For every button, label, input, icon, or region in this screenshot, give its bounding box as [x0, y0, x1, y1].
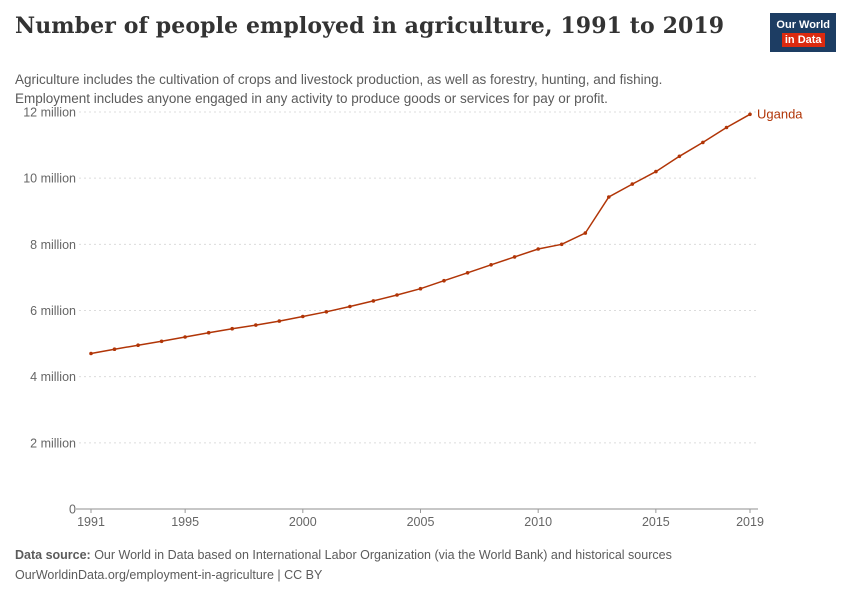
data-point: [159, 339, 164, 344]
line-chart: 0 2 million 4 million 6 million 8 million 10 …: [23, 106, 803, 530]
data-point: [395, 293, 399, 297]
data-source-line: Data source: Our World in Data based on …: [15, 545, 672, 565]
x-axis-tick-label: 2010: [524, 515, 552, 529]
chart-subtitle: Agriculture includes the cultivation of …: [15, 70, 662, 108]
logo-line2: in Data: [781, 33, 825, 47]
data-point: [442, 278, 446, 283]
y-axis-tick-label: 10 million: [23, 172, 76, 186]
x-axis-tick-label: 2000: [289, 515, 317, 529]
data-point: [701, 140, 705, 145]
x-axis-tick-label: 2005: [407, 515, 435, 529]
data-point: [112, 347, 117, 351]
subtitle-line2: Employment includes anyone engaged in an…: [15, 91, 608, 106]
chart-url-link[interactable]: OurWorldinData.org/employment-in-agricul…: [15, 568, 274, 582]
data-point: [489, 263, 493, 267]
data-point: [536, 247, 540, 251]
subtitle-line1: Agriculture includes the cultivation of …: [15, 72, 663, 87]
x-axis-tick-label: 1991: [77, 515, 105, 529]
series-label-uganda: Uganda: [757, 106, 803, 121]
data-source-text: Our World in Data based on International…: [90, 548, 672, 562]
data-point: [324, 310, 329, 314]
data-point: [183, 335, 187, 339]
series-line-uganda: [90, 113, 751, 355]
data-point: [630, 182, 635, 186]
data-point: [512, 255, 517, 259]
data-point: [418, 286, 423, 291]
data-point: [607, 195, 611, 199]
license-link[interactable]: CC BY: [284, 568, 323, 582]
data-point: [654, 169, 658, 174]
y-axis-tick-label: 6 million: [30, 304, 76, 318]
data-point: [301, 314, 305, 319]
footer-separator: |: [273, 568, 285, 582]
logo-line1: Our World: [776, 19, 830, 31]
y-axis-tick-label: 8 million: [30, 238, 76, 252]
data-point: [136, 343, 140, 347]
data-point: [677, 154, 682, 159]
y-axis-tick-label: 2 million: [30, 436, 76, 450]
data-point: [277, 319, 282, 323]
page-title: Number of people employed in agriculture…: [15, 13, 725, 39]
y-axis-tick-label: 12 million: [23, 106, 76, 120]
x-axis-tick-label: 2019: [736, 515, 764, 529]
data-point: [724, 125, 729, 130]
data-point: [748, 112, 752, 117]
x-axis-tick-label: 1995: [171, 515, 199, 529]
data-source-label: Data source:: [15, 548, 91, 562]
footer-links: OurWorldinData.org/employment-in-agricul…: [15, 565, 672, 585]
data-point: [371, 299, 376, 303]
data-point: [583, 231, 588, 235]
data-point: [89, 351, 93, 356]
data-point: [206, 330, 211, 335]
data-point: [254, 323, 258, 327]
y-axis-tick-label: 4 million: [30, 370, 76, 384]
chart-footer: Data source: Our World in Data based on …: [15, 545, 672, 585]
data-point: [465, 271, 470, 275]
owid-logo[interactable]: Our World in Data: [770, 13, 836, 52]
data-point: [559, 242, 564, 247]
data-point: [230, 326, 234, 331]
data-point: [348, 304, 352, 309]
x-axis-tick-label: 2015: [642, 515, 670, 529]
y-axis-tick-label: 0: [69, 503, 76, 517]
